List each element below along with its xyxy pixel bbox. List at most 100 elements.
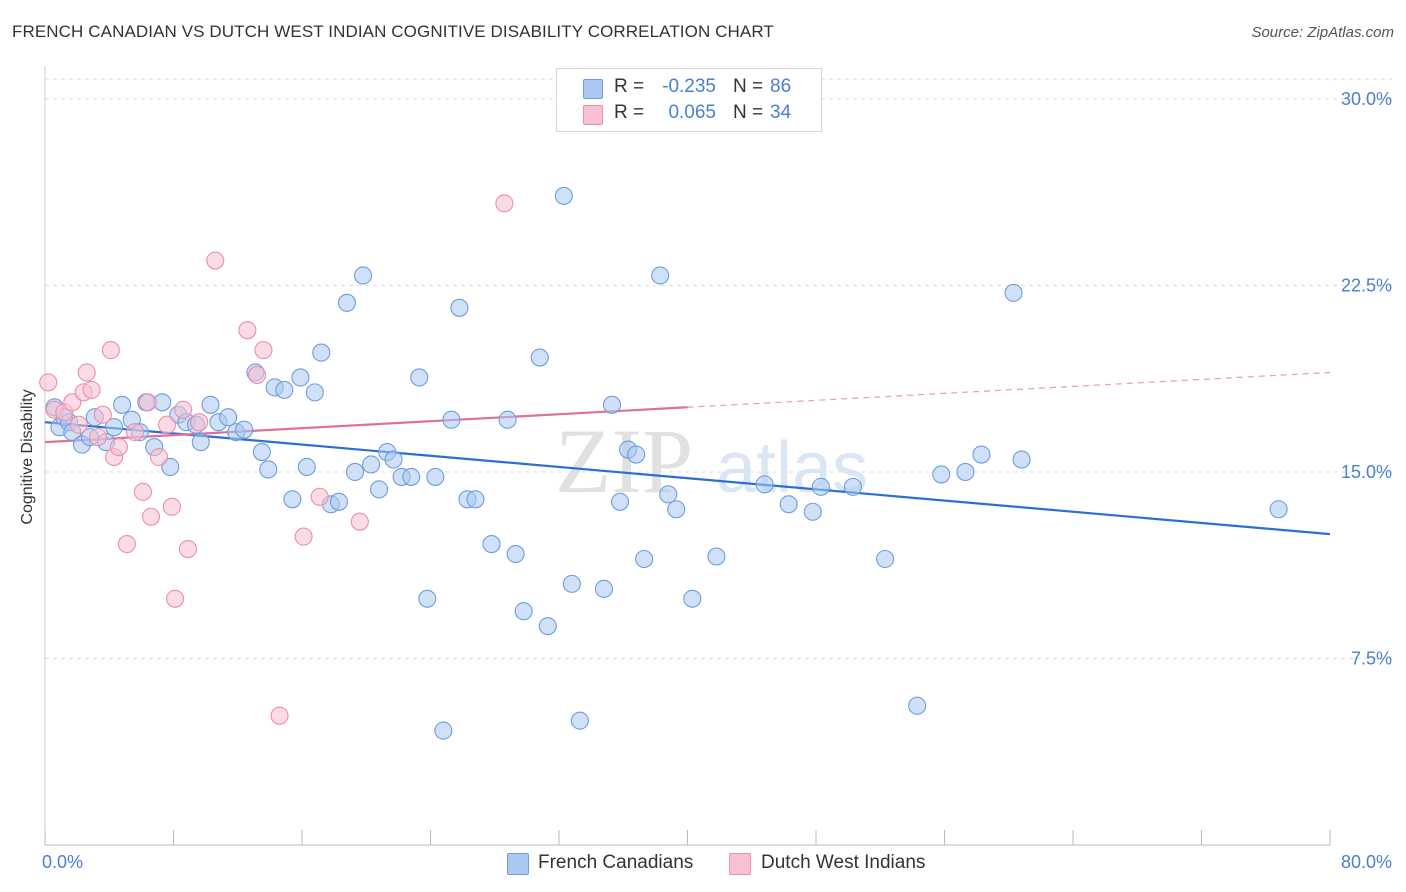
- n-label: N =: [733, 76, 764, 97]
- legend-label: French Canadians: [538, 852, 694, 873]
- point-dutch-west-indians: [270, 706, 289, 725]
- point-french-canadians: [329, 492, 348, 511]
- point-french-canadians: [259, 460, 278, 479]
- point-french-canadians: [570, 711, 589, 730]
- point-dutch-west-indians: [125, 423, 144, 442]
- point-dutch-west-indians: [117, 535, 136, 554]
- point-french-canadians: [562, 574, 581, 593]
- point-french-canadians: [1004, 283, 1023, 302]
- point-french-canadians: [908, 696, 927, 715]
- point-french-canadians: [683, 589, 702, 608]
- point-dutch-west-indians: [141, 507, 161, 526]
- legend-row-french-canadians: R = -0.235 N = 86: [557, 76, 821, 100]
- point-french-canadians: [627, 445, 646, 464]
- point-french-canadians: [219, 408, 238, 427]
- point-french-canadians: [113, 395, 132, 414]
- point-french-canadians: [635, 549, 654, 569]
- point-french-canadians: [418, 589, 437, 608]
- y-tick-label: 30.0%: [1341, 89, 1392, 109]
- point-french-canadians: [370, 480, 389, 499]
- point-dutch-west-indians: [254, 341, 273, 360]
- r-label: R =: [614, 76, 645, 97]
- point-french-canadians: [876, 549, 895, 569]
- y-tick-label: 22.5%: [1341, 275, 1392, 295]
- point-dutch-west-indians: [101, 341, 120, 360]
- chart-title: FRENCH CANADIAN VS DUTCH WEST INDIAN COG…: [12, 22, 774, 41]
- point-french-canadians: [498, 410, 517, 429]
- point-french-canadians: [291, 368, 310, 387]
- point-dutch-west-indians: [93, 405, 112, 424]
- point-french-canadians: [252, 443, 271, 462]
- y-tick-label: 15.0%: [1341, 462, 1392, 482]
- point-french-canadians: [305, 383, 324, 402]
- point-french-canadians: [402, 467, 421, 486]
- trend-line: [44, 421, 1331, 536]
- point-french-canadians: [105, 418, 124, 437]
- point-french-canadians: [235, 420, 254, 439]
- point-french-canadians: [514, 602, 533, 621]
- legend-swatch-pink: [729, 853, 751, 875]
- point-dutch-west-indians: [162, 497, 181, 516]
- point-french-canadians: [297, 457, 316, 477]
- point-french-canadians: [602, 395, 622, 414]
- point-french-canadians: [353, 266, 373, 285]
- point-french-canadians: [362, 455, 381, 474]
- point-dutch-west-indians: [174, 400, 193, 419]
- point-dutch-west-indians: [294, 527, 313, 546]
- point-french-canadians: [482, 535, 501, 554]
- x-tick-label-max: 80.0%: [1340, 852, 1392, 872]
- point-french-canadians: [442, 410, 461, 429]
- point-dutch-west-indians: [77, 363, 96, 382]
- point-french-canadians: [594, 579, 614, 598]
- legend-swatch-pink: [583, 105, 603, 125]
- x-tick-label-min: 0.0%: [42, 852, 84, 872]
- point-dutch-west-indians: [206, 251, 225, 270]
- point-french-canadians: [956, 462, 975, 481]
- point-french-canadians: [755, 475, 774, 494]
- watermark-atlas: atlas: [716, 428, 868, 508]
- point-french-canadians: [506, 544, 525, 564]
- point-french-canadians: [554, 186, 573, 205]
- point-dutch-west-indians: [39, 373, 58, 392]
- point-dutch-west-indians: [178, 539, 198, 559]
- point-dutch-west-indians: [310, 487, 329, 506]
- point-dutch-west-indians: [495, 194, 514, 213]
- series-legend: French Canadians Dutch West Indians: [0, 851, 1406, 877]
- point-dutch-west-indians: [190, 413, 209, 432]
- point-french-canadians: [312, 343, 331, 362]
- point-french-canadians: [466, 490, 485, 509]
- point-dutch-west-indians: [158, 415, 177, 434]
- point-french-canadians: [972, 445, 991, 464]
- point-french-canadians: [337, 293, 357, 312]
- point-dutch-west-indians: [247, 365, 267, 385]
- point-dutch-west-indians: [133, 482, 153, 501]
- r-value: -0.235: [662, 76, 716, 97]
- point-dutch-west-indians: [82, 380, 101, 399]
- n-value: 34: [770, 102, 792, 123]
- r-label: R =: [614, 102, 645, 123]
- point-french-canadians: [659, 485, 678, 504]
- point-french-canadians: [803, 502, 822, 521]
- y-tick-labels: 7.5% 15.0% 22.5% 30.0%: [1341, 89, 1392, 669]
- trend-line-dashed: [687, 371, 1331, 408]
- point-dutch-west-indians: [350, 512, 369, 531]
- point-dutch-west-indians: [149, 447, 169, 467]
- point-dutch-west-indians: [166, 589, 185, 608]
- point-french-canadians: [434, 721, 453, 740]
- legend-label: Dutch West Indians: [761, 852, 926, 873]
- point-french-canadians: [384, 450, 403, 469]
- trend-line-solid: [44, 406, 688, 444]
- watermark: ZIP atlas: [555, 410, 868, 512]
- trend-lines: [44, 371, 1331, 536]
- point-french-canadians: [530, 348, 549, 367]
- n-value: 86: [770, 76, 792, 97]
- point-french-canadians: [843, 477, 862, 496]
- legend-swatch-blue: [583, 79, 603, 99]
- point-french-canadians: [538, 617, 557, 636]
- legend-swatch-blue: [507, 853, 529, 875]
- point-dutch-west-indians: [138, 393, 157, 412]
- point-french-canadians: [201, 395, 220, 414]
- point-dutch-west-indians: [69, 415, 88, 434]
- point-french-canadians: [707, 547, 726, 566]
